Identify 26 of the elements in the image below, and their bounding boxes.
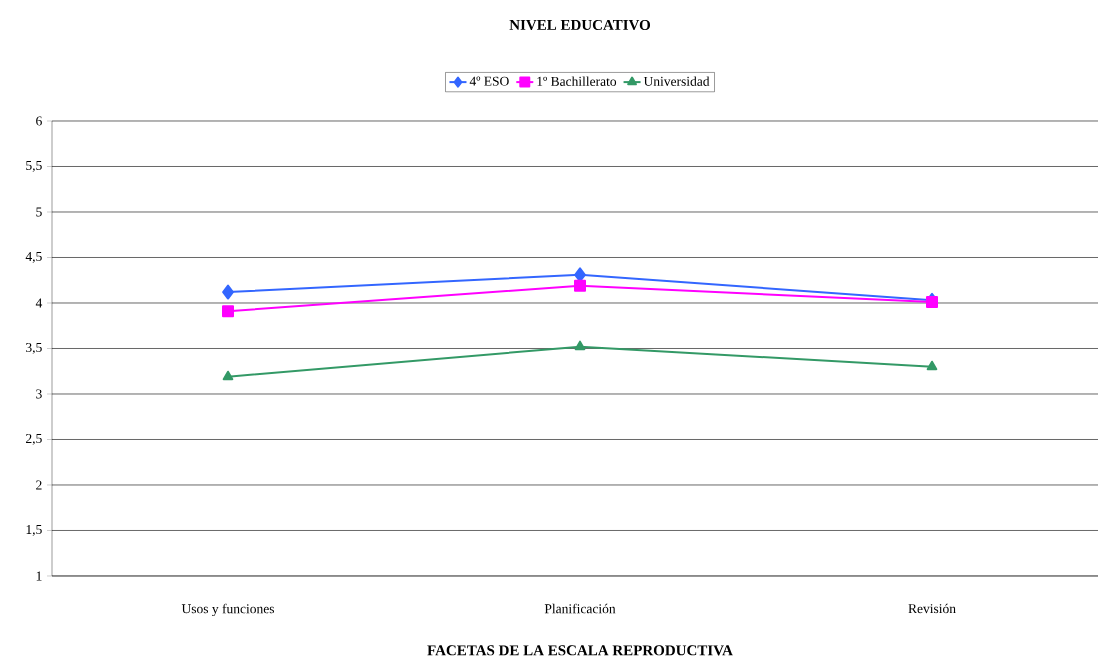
y-tick-label: 5,5 — [26, 161, 42, 172]
y-tick-label: 1 — [36, 571, 42, 581]
y-tick-label: 5 — [36, 207, 42, 217]
y-tick-label: 2,5 — [26, 433, 42, 445]
x-tick-label: Usos y funciones — [181, 603, 275, 617]
point — [222, 284, 234, 300]
x-tick-label: Revisión — [908, 603, 956, 614]
legend-label: Universidad — [643, 76, 710, 86]
point — [222, 370, 234, 381]
x-axis-title: FACETAS DE LA ESCALA REPRODUCTIVA — [427, 645, 733, 656]
chart-title: NIVEL EDUCATIVO — [509, 19, 651, 31]
y-tick-label: 1,5 — [26, 525, 42, 536]
y-tick-label: 6 — [36, 116, 42, 126]
y-tick-label: 2 — [36, 480, 42, 490]
legend-label: 1º Bachillerato — [537, 76, 617, 86]
point — [926, 296, 939, 309]
y-tick-label: 3,5 — [26, 342, 42, 354]
y-tick-label: 3 — [36, 389, 42, 399]
point — [574, 340, 586, 351]
point — [222, 305, 235, 318]
point — [574, 279, 587, 292]
point — [926, 360, 938, 371]
legend-label: 4º ESO — [469, 76, 509, 86]
y-tick-label: 4 — [35, 298, 43, 308]
y-tick-label: 4,5 — [25, 252, 42, 263]
x-tick-label: Planificación — [544, 603, 616, 614]
